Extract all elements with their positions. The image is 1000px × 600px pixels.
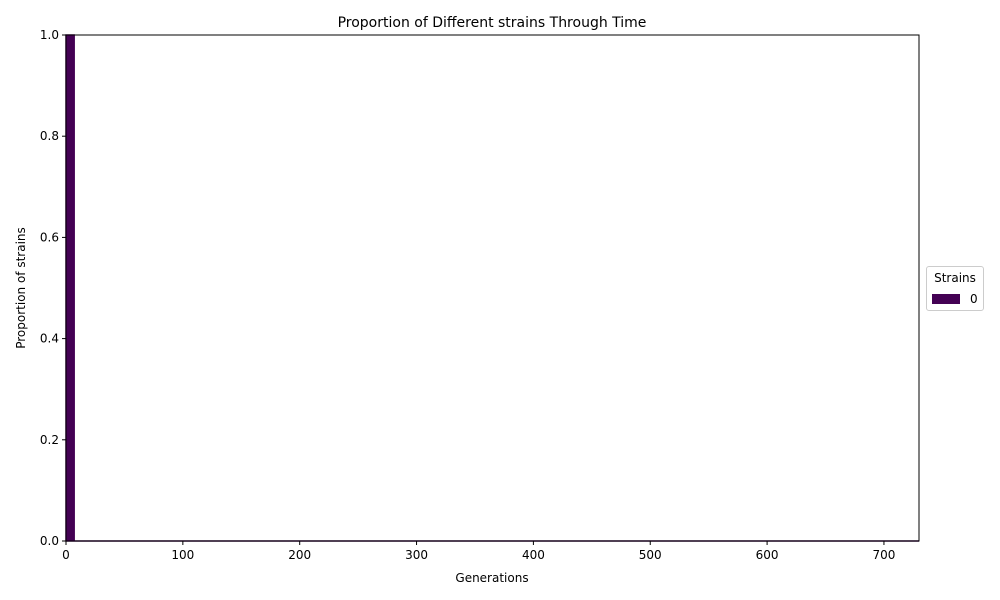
chart-title: Proportion of Different strains Through … (338, 15, 647, 31)
x-axis-label: Generations (455, 571, 528, 585)
y-tick-label: 0.0 (40, 534, 59, 548)
legend-title: Strains (934, 271, 976, 285)
y-tick-label: 0.6 (40, 230, 59, 244)
x-tick-label: 100 (171, 548, 194, 562)
x-axis: 0 100 200 300 400 500 600 700 (62, 541, 895, 562)
legend-swatch (932, 294, 960, 304)
x-tick-label: 0 (62, 548, 70, 562)
x-tick-label: 300 (405, 548, 428, 562)
x-tick-label: 700 (872, 548, 895, 562)
y-tick-label: 1.0 (40, 28, 59, 42)
y-tick-label: 0.4 (40, 332, 59, 346)
area-series-0 (65, 34, 919, 542)
y-tick-label: 0.8 (40, 129, 59, 143)
x-tick-label: 600 (756, 548, 779, 562)
x-tick-label: 400 (522, 548, 545, 562)
y-axis-label: Proportion of strains (14, 227, 28, 349)
plot-frame (65, 34, 920, 542)
plot-area (65, 34, 919, 542)
y-axis: 0.0 0.2 0.4 0.6 0.8 1.0 (40, 28, 66, 548)
y-tick-label: 0.2 (40, 433, 59, 447)
x-tick-label: 500 (639, 548, 662, 562)
legend: Strains 0 (926, 266, 984, 311)
x-tick-label: 200 (288, 548, 311, 562)
legend-label: 0 (970, 292, 978, 306)
